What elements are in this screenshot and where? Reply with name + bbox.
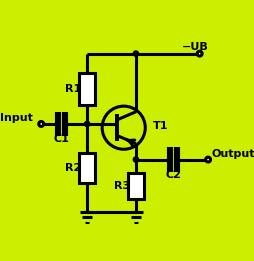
Text: C1: C1 bbox=[54, 134, 70, 144]
Text: −UB: −UB bbox=[181, 42, 208, 52]
Text: R1: R1 bbox=[65, 84, 81, 94]
Circle shape bbox=[205, 157, 210, 162]
Circle shape bbox=[133, 51, 138, 56]
Circle shape bbox=[133, 157, 138, 162]
Circle shape bbox=[196, 51, 201, 56]
Bar bbox=[128, 173, 143, 199]
Text: C2: C2 bbox=[165, 170, 181, 180]
Text: R2: R2 bbox=[65, 163, 81, 173]
Text: T1: T1 bbox=[152, 121, 167, 131]
Text: Input: Input bbox=[0, 113, 33, 123]
Circle shape bbox=[39, 122, 43, 126]
Bar bbox=[79, 153, 95, 182]
Text: R3: R3 bbox=[113, 181, 129, 191]
Text: Output: Output bbox=[211, 149, 254, 159]
Circle shape bbox=[84, 121, 89, 127]
Circle shape bbox=[102, 106, 145, 149]
Bar bbox=[79, 73, 95, 105]
